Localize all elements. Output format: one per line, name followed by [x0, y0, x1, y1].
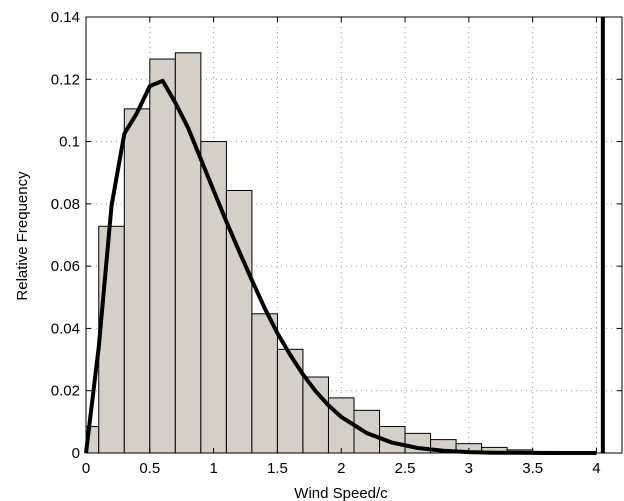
x-tick-label: 1 [209, 460, 217, 477]
histogram-bar [98, 225, 125, 454]
histogram-bar [123, 108, 151, 454]
histogram-bar [251, 313, 278, 454]
x-tick-label: 3.5 [522, 460, 543, 477]
histogram-bars [85, 52, 585, 454]
y-tick-label: 0.04 [51, 320, 80, 337]
plot-frame [85, 16, 623, 454]
x-tick-label: 3 [465, 460, 473, 477]
histogram-bar [149, 58, 176, 454]
x-axis-label: Wind Speed/c [294, 485, 388, 501]
x-tick-label: 2.5 [395, 460, 416, 477]
y-axis-label: Relative Frequency [14, 171, 31, 301]
y-tick-label: 0.1 [59, 134, 80, 151]
y-tick-label: 0.12 [51, 71, 80, 88]
x-tick-label: 2 [337, 460, 345, 477]
x-tick-label: 0.5 [139, 460, 160, 477]
y-tick-label: 0 [72, 445, 80, 462]
histogram-bar [327, 397, 355, 454]
histogram-bar [174, 52, 202, 454]
x-tick-label: 0 [82, 460, 90, 477]
x-tick-label: 4 [592, 460, 600, 477]
y-tick-label: 0.08 [51, 196, 80, 213]
y-axis-ticks: 0 0.02 0.04 0.06 0.08 0.1 0.12 0.14 [51, 9, 622, 462]
y-tick-label: 0.02 [51, 383, 80, 400]
x-tick-label: 1.5 [267, 460, 288, 477]
histogram-bar [276, 348, 304, 454]
x-axis-ticks: 0 0.5 1 1.5 2 2.5 3 3.5 4 [82, 17, 601, 477]
y-tick-label: 0.06 [51, 258, 80, 275]
y-tick-label: 0.14 [51, 9, 80, 26]
